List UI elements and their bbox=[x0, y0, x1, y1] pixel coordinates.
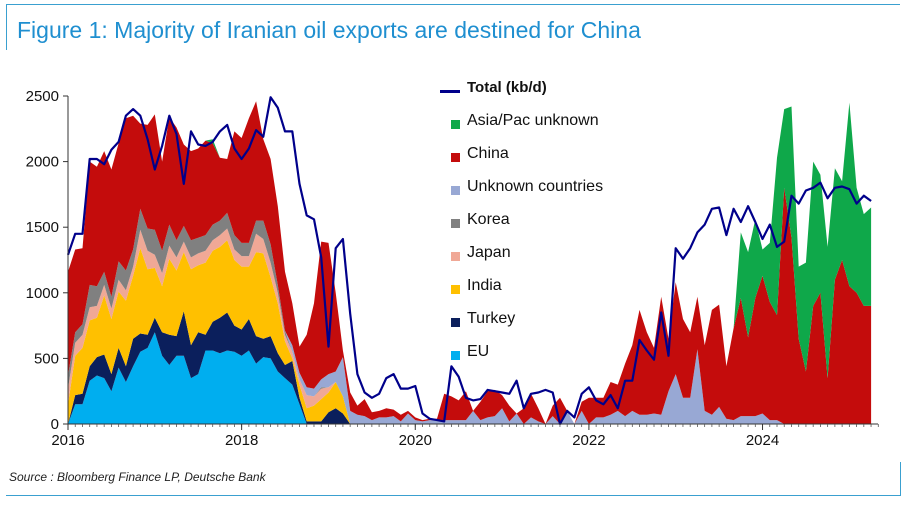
x-tick-label: 2020 bbox=[399, 432, 432, 449]
legend-swatch bbox=[451, 351, 460, 360]
frame-left-border bbox=[6, 4, 7, 50]
legend-swatch bbox=[451, 318, 460, 327]
legend-label: China bbox=[467, 145, 509, 162]
legend-label: Japan bbox=[467, 244, 511, 261]
legend-label: Asia/Pac unknown bbox=[467, 112, 599, 129]
frame-bottom-border bbox=[6, 495, 900, 496]
x-tick-label: 2016 bbox=[51, 432, 84, 449]
legend-label: Korea bbox=[467, 211, 510, 228]
y-tick-label: 1000 bbox=[26, 285, 59, 302]
total-line bbox=[66, 96, 872, 426]
legend-swatch bbox=[451, 120, 460, 129]
legend-label: Total (kb/d) bbox=[467, 79, 547, 96]
area-turkey bbox=[68, 311, 872, 424]
legend-swatch bbox=[451, 186, 460, 195]
legend-swatch bbox=[451, 285, 460, 294]
legend-swatch bbox=[451, 252, 460, 261]
x-tick-label: 2024 bbox=[746, 432, 779, 449]
frame-top-border bbox=[6, 4, 900, 5]
legend-label: India bbox=[467, 277, 502, 294]
legend-label: Turkey bbox=[467, 310, 516, 327]
area-korea bbox=[68, 208, 872, 424]
legend-swatch bbox=[451, 153, 460, 162]
y-tick-label: 2000 bbox=[26, 154, 59, 171]
y-tick-label: 1500 bbox=[26, 219, 59, 236]
legend-label: Unknown countries bbox=[467, 178, 604, 195]
area-india bbox=[68, 240, 872, 424]
x-tick-label: 2022 bbox=[572, 432, 605, 449]
legend-label: EU bbox=[467, 343, 490, 360]
x-tick-label: 2018 bbox=[225, 432, 258, 449]
y-tick-label: 500 bbox=[34, 350, 59, 367]
source-note: Source : Bloomberg Finance LP, Deutsche … bbox=[9, 470, 266, 484]
y-tick-label: 2500 bbox=[26, 88, 59, 105]
area-asia-pac-unknown bbox=[68, 101, 872, 424]
figure-title: Figure 1: Majority of Iranian oil export… bbox=[17, 17, 641, 43]
y-tick-label: 0 bbox=[51, 416, 59, 433]
frame-right-border bbox=[900, 462, 901, 496]
legend-swatch bbox=[440, 90, 460, 93]
area-eu bbox=[68, 332, 872, 424]
legend-swatch bbox=[451, 219, 460, 228]
